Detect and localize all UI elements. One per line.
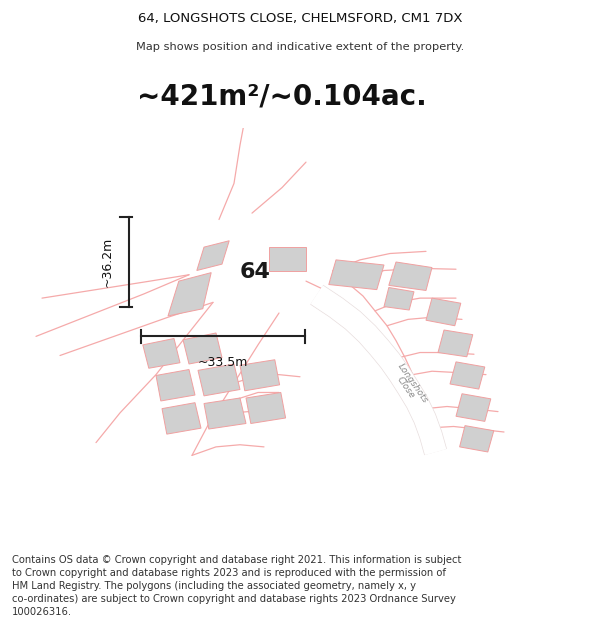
Polygon shape: [269, 247, 306, 271]
Polygon shape: [426, 298, 461, 326]
Polygon shape: [384, 288, 414, 310]
Polygon shape: [183, 333, 222, 364]
Polygon shape: [438, 330, 473, 357]
Polygon shape: [450, 362, 485, 389]
Text: Map shows position and indicative extent of the property.: Map shows position and indicative extent…: [136, 42, 464, 52]
Polygon shape: [156, 369, 195, 401]
Polygon shape: [456, 394, 491, 421]
Polygon shape: [240, 360, 280, 391]
Polygon shape: [389, 262, 432, 291]
Polygon shape: [460, 426, 494, 452]
Polygon shape: [246, 392, 286, 424]
Polygon shape: [143, 339, 180, 368]
Text: 64: 64: [239, 262, 270, 282]
Polygon shape: [162, 402, 201, 434]
Text: ~421m²/~0.104ac.: ~421m²/~0.104ac.: [137, 83, 427, 111]
Text: 64, LONGSHOTS CLOSE, CHELMSFORD, CM1 7DX: 64, LONGSHOTS CLOSE, CHELMSFORD, CM1 7DX: [138, 12, 462, 25]
Polygon shape: [197, 241, 229, 271]
Text: ~33.5m: ~33.5m: [198, 356, 248, 369]
Polygon shape: [204, 398, 246, 429]
Text: ~36.2m: ~36.2m: [101, 237, 114, 287]
Polygon shape: [168, 272, 211, 316]
Text: Contains OS data © Crown copyright and database right 2021. This information is : Contains OS data © Crown copyright and d…: [12, 554, 461, 618]
Polygon shape: [329, 260, 384, 289]
Polygon shape: [198, 364, 240, 396]
Text: Longshots
Close: Longshots Close: [389, 361, 430, 409]
